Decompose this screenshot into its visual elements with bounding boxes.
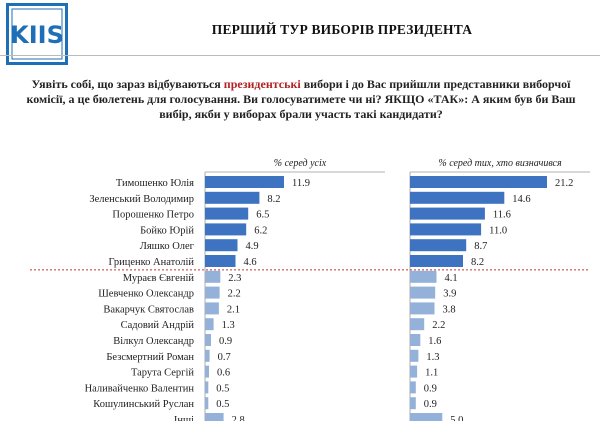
bar: [410, 191, 505, 204]
data-label: 0.6: [217, 368, 230, 379]
bar: [410, 334, 421, 346]
bar: [205, 397, 209, 410]
question-text-2: вибори і до Вас прийшли представники виб…: [26, 77, 576, 121]
question-text-1: Уявіть собі, що зараз відбуваються: [31, 77, 224, 91]
data-label: 0.9: [424, 383, 437, 394]
data-label: 0.9: [424, 399, 437, 410]
category-label: Порошенко Петро: [112, 210, 194, 221]
category-label: Гриценко Анатолій: [108, 257, 194, 268]
data-label: 1.6: [428, 336, 441, 347]
bar: [205, 413, 224, 421]
bar: [205, 207, 249, 220]
bar: [410, 286, 436, 299]
data-label: 11.6: [493, 210, 511, 221]
series-header: % серед усіх: [274, 158, 327, 169]
bar: [205, 270, 221, 283]
data-label: 8.2: [267, 194, 280, 205]
bar: [410, 397, 416, 410]
category-label: Вакарчук Святослав: [103, 304, 194, 315]
bar: [205, 223, 247, 236]
bar: [205, 365, 209, 378]
survey-question: Уявіть собі, що зараз відбуваються прези…: [20, 77, 582, 122]
bar: [410, 381, 416, 394]
category-label: Зеленський Володимир: [89, 194, 194, 205]
bar: [410, 349, 419, 362]
data-label: 3.9: [443, 289, 456, 300]
page-title: ПЕРШИЙ ТУР ВИБОРІВ ПРЕЗИДЕНТА: [211, 22, 473, 37]
bar: [205, 255, 236, 267]
data-label: 5.0: [450, 415, 463, 421]
bar: [205, 176, 284, 188]
category-label: Садовий Андрій: [121, 320, 195, 331]
data-label: 2.2: [228, 289, 241, 300]
bar: [205, 239, 238, 252]
bar: [410, 176, 547, 188]
bar: [205, 349, 210, 362]
bar: [410, 365, 418, 378]
bar: [205, 381, 209, 394]
data-label: 0.5: [216, 383, 229, 394]
bar: [410, 318, 425, 331]
data-label: 2.3: [228, 273, 241, 284]
data-label: 0.7: [218, 352, 231, 363]
data-label: 8.2: [471, 257, 484, 268]
data-label: 4.1: [445, 273, 458, 284]
data-label: 1.3: [222, 320, 235, 331]
data-label: 0.9: [219, 336, 232, 347]
bar: [410, 223, 482, 236]
bar: [205, 318, 214, 331]
category-label: Наливайченко Валентин: [85, 383, 195, 394]
bar: [410, 207, 485, 220]
data-label: 4.9: [246, 241, 259, 252]
data-label: 11.0: [489, 225, 507, 236]
data-label: 6.2: [254, 225, 267, 236]
data-label: 21.2: [555, 178, 573, 189]
data-label: 2.8: [232, 415, 245, 421]
category-label: Мураєв Євгеній: [123, 273, 195, 284]
data-label: 2.1: [227, 304, 240, 315]
category-label: Бойко Юрій: [140, 225, 194, 236]
data-label: 14.6: [512, 194, 530, 205]
bar: [410, 270, 437, 283]
bar: [205, 191, 260, 204]
category-label: Безсмертний Роман: [106, 352, 194, 363]
bar: [410, 413, 443, 421]
category-label: Інші: [174, 415, 194, 421]
data-label: 8.7: [474, 241, 487, 252]
bar: [410, 255, 463, 267]
data-label: 11.9: [292, 178, 310, 189]
category-label: Вілкул Олександр: [113, 336, 194, 347]
series-header: % серед тих, хто визначився: [438, 158, 562, 169]
data-label: 2.2: [432, 320, 445, 331]
data-label: 1.3: [426, 352, 439, 363]
category-label: Ляшко Олег: [140, 241, 195, 252]
bar: [205, 334, 211, 346]
bar: [410, 302, 435, 315]
data-label: 6.5: [256, 210, 269, 221]
data-label: 3.8: [443, 304, 456, 315]
category-label: Шевченко Олександр: [98, 289, 194, 300]
data-label: 0.5: [216, 399, 229, 410]
bar: [205, 302, 219, 315]
category-label: Тарута Сергій: [131, 368, 194, 379]
bar: [205, 286, 220, 299]
kiis-logo: KIIS: [6, 3, 68, 65]
category-label: Тимошенко Юлія: [116, 178, 194, 189]
data-label: 1.1: [425, 368, 438, 379]
header-divider: [0, 55, 600, 56]
logo-text: KIIS: [10, 21, 64, 49]
data-label: 4.6: [244, 257, 257, 268]
category-label: Кошулинський Руслан: [93, 399, 194, 410]
bar: [410, 239, 467, 252]
question-highlight: президентські: [223, 77, 301, 91]
